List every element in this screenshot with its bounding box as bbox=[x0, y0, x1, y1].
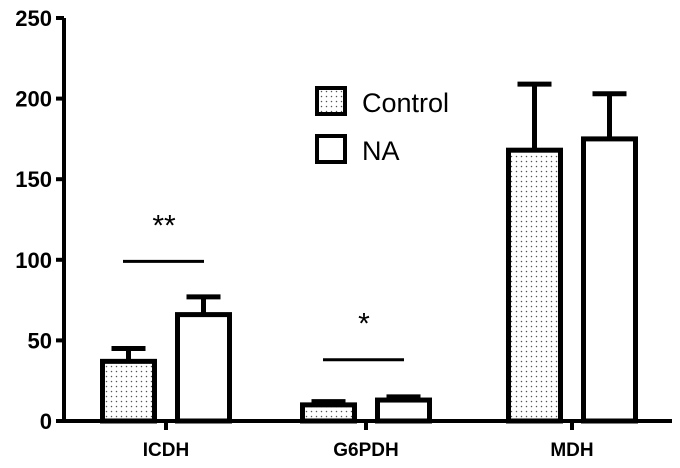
bar-control-icdh bbox=[100, 358, 157, 424]
bars bbox=[100, 81, 638, 424]
y-tick-label: 250 bbox=[15, 6, 52, 31]
bar-na-mdh bbox=[581, 136, 638, 424]
bar-na-icdh bbox=[175, 312, 232, 424]
x-category-label: G6PDH bbox=[333, 440, 398, 461]
x-category-label: MDH bbox=[550, 440, 593, 461]
significance-marker-icdh: ** bbox=[152, 209, 176, 242]
bar-control-mdh bbox=[506, 147, 563, 424]
axes: 0 50 100 150 200 250 ICDH G6PDH MDH bbox=[15, 6, 672, 461]
legend-label-control: Control bbox=[362, 88, 449, 118]
legend-swatch-na bbox=[315, 134, 347, 164]
legend-swatch-control bbox=[315, 86, 347, 116]
y-tick-label: 200 bbox=[15, 87, 52, 112]
bar-na-g6pdh bbox=[375, 397, 432, 424]
x-category-label: ICDH bbox=[143, 440, 189, 461]
y-tick-label: 0 bbox=[40, 409, 52, 434]
legend-label-na: NA bbox=[362, 136, 400, 166]
annotations: *** bbox=[123, 209, 404, 362]
y-tick-label: 100 bbox=[15, 248, 52, 273]
significance-marker-g6pdh: * bbox=[358, 308, 370, 341]
legend: Control NA bbox=[315, 86, 449, 166]
y-tick-label: 50 bbox=[28, 328, 52, 353]
bar-control-g6pdh bbox=[300, 402, 357, 424]
y-tick-label: 150 bbox=[15, 167, 52, 192]
